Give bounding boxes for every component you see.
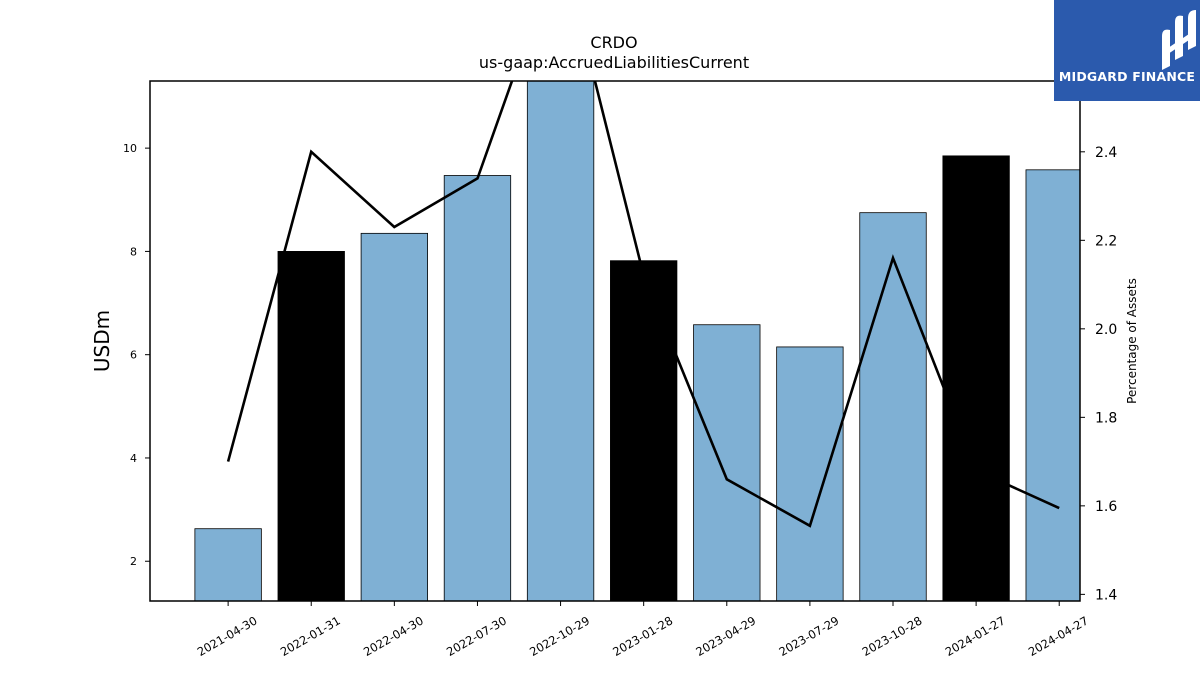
y2-tick-label: 2.2	[1095, 233, 1117, 249]
x-tick-label: 2024-01-27	[943, 613, 1008, 659]
line-group	[226, 81, 1060, 528]
bar-2023-10-28	[859, 212, 927, 601]
x-tick-label: 2024-04-27	[1026, 613, 1091, 659]
bar-2022-01-31	[277, 251, 345, 601]
x-tick-label: 2023-07-29	[777, 613, 842, 659]
y2-tick-label: 2.4	[1095, 145, 1117, 161]
y-tick-label: 8	[130, 245, 137, 258]
x-tick-label: 2022-04-30	[361, 613, 426, 659]
y-tick-label: 4	[130, 452, 137, 465]
chart-subtitle: us-gaap:AccruedLiabilitiesCurrent	[479, 53, 749, 72]
bar-2023-01-28	[610, 260, 678, 601]
bar-2022-04-30	[360, 232, 428, 601]
y2-axis-label: Percentage of Assets	[1125, 278, 1139, 404]
bar-2024-04-27	[1025, 169, 1080, 601]
x-tick-label: 2022-07-30	[444, 613, 509, 659]
logo-text: MIDGARD FINANCE	[1058, 69, 1196, 84]
y-tick-label: 6	[130, 349, 137, 362]
y2-tick-label: 1.4	[1095, 587, 1117, 603]
x-tick-label: 2022-10-29	[527, 613, 592, 659]
midgard-finance-logo: MIDGARD FINANCE	[1054, 0, 1200, 101]
x-tick-label: 2023-01-28	[610, 613, 675, 659]
x-tick-label: 2022-01-31	[278, 613, 343, 659]
y2-tick-label: 1.6	[1095, 499, 1117, 515]
bar-2024-01-27	[942, 155, 1010, 601]
bar-2023-04-29	[693, 324, 761, 601]
logo-mark-icon	[1162, 10, 1196, 70]
x-tick-label: 2021-04-30	[195, 613, 260, 659]
plot-frame	[149, 80, 1081, 602]
y-tick-label: 10	[123, 142, 137, 155]
y-axis-label: USDm	[90, 310, 114, 372]
bar-2022-10-29	[526, 81, 595, 601]
chart-title: CRDO	[590, 33, 637, 52]
y-tick-label: 2	[130, 555, 137, 568]
bar-2021-04-30	[194, 528, 262, 601]
x-tick-label: 2023-10-28	[860, 613, 925, 659]
y2-tick-label: 2.0	[1095, 322, 1117, 338]
y2-tick-label: 1.8	[1095, 410, 1117, 426]
percentage-line	[226, 81, 1060, 528]
bar-2023-07-29	[776, 346, 844, 601]
bars-group	[194, 81, 1080, 601]
bar-2022-07-30	[443, 175, 512, 601]
x-tick-label: 2023-04-29	[693, 613, 758, 659]
